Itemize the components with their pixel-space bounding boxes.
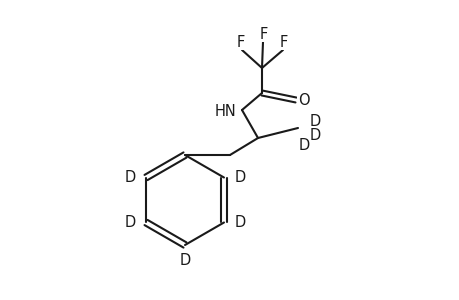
Text: F: F [259,26,268,41]
Text: D: D [124,215,135,230]
Text: D: D [309,128,320,142]
Text: D: D [234,170,245,185]
Text: F: F [236,34,245,50]
Text: D: D [298,137,309,152]
Text: D: D [179,254,190,268]
Text: D: D [309,115,320,130]
Text: HN: HN [215,104,236,119]
Text: D: D [124,170,135,185]
Text: O: O [297,92,309,107]
Text: D: D [234,215,245,230]
Text: F: F [279,34,287,50]
